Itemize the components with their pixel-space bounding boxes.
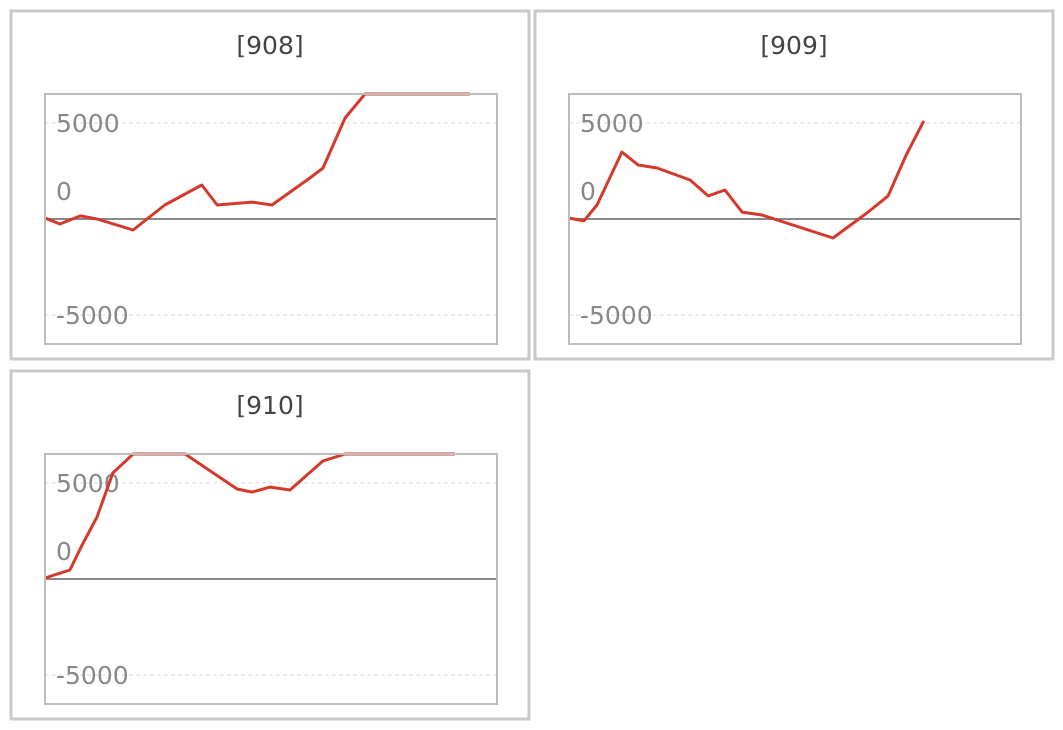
panel [9,369,531,721]
chart-title: [908] [236,31,303,60]
data-line [568,120,926,240]
data-line [44,452,455,580]
y-tick-label: -5000 [580,301,653,330]
plot-frame [44,93,498,345]
data-line [44,92,470,232]
y-tick-label: 0 [580,177,596,206]
panel [9,9,531,361]
panel [533,9,1055,361]
chart-title: [909] [760,31,827,60]
plot-frame [44,453,498,705]
y-tick-label: 0 [56,537,72,566]
chart-title: [910] [236,391,303,420]
y-tick-label: 0 [56,177,72,206]
y-tick-label: -5000 [56,301,129,330]
y-tick-label: 5000 [56,109,120,138]
y-tick-label: 5000 [580,109,644,138]
y-tick-label: -5000 [56,661,129,690]
plot-frame [568,93,1022,345]
